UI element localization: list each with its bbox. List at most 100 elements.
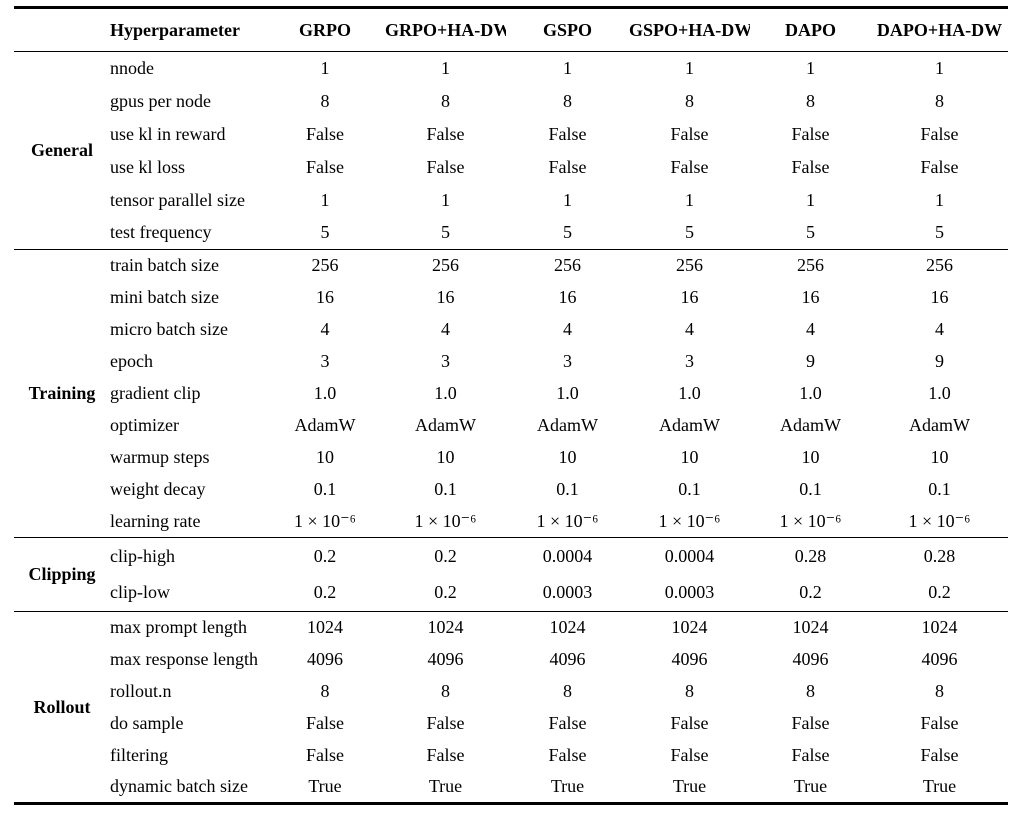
param-value: 10	[930, 447, 949, 467]
param-value: False	[426, 156, 465, 177]
param-value: 1	[441, 57, 450, 78]
param-value: 1.0	[799, 383, 822, 403]
param-value: 3	[685, 351, 694, 371]
param-label: use kl loss	[110, 156, 186, 177]
param-value: True	[428, 776, 463, 797]
param-value: 4	[806, 319, 815, 339]
param-row: do sample False False False False False …	[14, 708, 1008, 740]
param-value: 1024	[265, 611, 385, 644]
param-value: 0.2	[265, 537, 385, 575]
param-value: False	[670, 123, 709, 144]
param-value: AdamW	[537, 415, 598, 435]
param-row: epoch 3 3 3 3 9 9	[14, 346, 1008, 378]
param-value: 1024	[871, 611, 1008, 644]
param-label: epoch	[110, 351, 153, 371]
param-label: dynamic batch size	[110, 776, 248, 797]
col-header-gspo-ha-dw: GSPO+HA-DW	[629, 7, 750, 52]
param-value: 256	[871, 249, 1008, 282]
param-value: 0.1	[799, 479, 822, 499]
param-value: 10	[316, 447, 334, 467]
param-value: 256	[506, 249, 629, 282]
param-value: False	[791, 156, 830, 177]
param-label: rollout.n	[110, 681, 172, 701]
param-value: 1024	[506, 611, 629, 644]
param-value: 1.0	[928, 383, 951, 403]
param-value: 4096	[792, 649, 829, 669]
param-value: False	[670, 156, 709, 177]
table-header-row: Hyperparameter GRPO GRPO+HA-DW GSPO GSPO…	[14, 7, 1008, 52]
param-value: 16	[680, 287, 699, 307]
param-value: 0.2	[799, 582, 822, 603]
param-value: 8	[320, 681, 330, 701]
param-value: False	[791, 745, 830, 765]
param-row: weight decay 0.1 0.1 0.1 0.1 0.1 0.1	[14, 474, 1008, 506]
param-value: False	[920, 123, 959, 144]
param-value: 0.28	[871, 537, 1008, 575]
param-label: use kl in reward	[110, 123, 226, 144]
param-value: 0.2	[928, 582, 951, 603]
param-value: 0.1	[678, 479, 701, 499]
param-value: 4096	[549, 649, 586, 669]
param-value: 256	[385, 249, 506, 282]
param-value: 0.0003	[542, 582, 593, 603]
param-value: 1	[935, 57, 944, 78]
param-label: gpus per node	[110, 90, 211, 111]
param-value: 10	[680, 447, 699, 467]
param-value: 1.0	[556, 383, 579, 403]
param-row: clip-low 0.2 0.2 0.0003 0.0003 0.2 0.2	[14, 575, 1008, 612]
param-row: Rollout max prompt length 1024 1024 1024…	[14, 611, 1008, 804]
param-value: False	[920, 745, 959, 765]
param-row: optimizer AdamW AdamW AdamW AdamW AdamW …	[14, 410, 1008, 442]
param-value: 16	[930, 287, 949, 307]
param-value: 8	[320, 90, 330, 111]
param-value: 0.1	[928, 479, 951, 499]
param-value: 256	[750, 249, 871, 282]
param-row: mini batch size 16 16 16 16 16 16	[14, 282, 1008, 314]
param-label: filtering	[110, 745, 168, 765]
param-value: 0.0004	[629, 537, 750, 575]
param-value: 4096	[427, 649, 464, 669]
param-label: optimizer	[110, 415, 179, 435]
col-header-dapo: DAPO	[750, 7, 871, 52]
col-header-gspo: GSPO	[506, 7, 629, 52]
param-value: 256	[629, 249, 750, 282]
param-value: AdamW	[659, 415, 720, 435]
param-value: 3	[441, 351, 450, 371]
param-value: 4096	[671, 649, 708, 669]
param-row: micro batch size 4 4 4 4 4 4	[14, 314, 1008, 346]
param-row: gpus per node 8 8 8 8 8 8	[14, 85, 1008, 118]
group-label-training: Training	[14, 249, 110, 538]
param-value: False	[306, 123, 344, 144]
param-value: 10	[436, 447, 455, 467]
param-value: False	[306, 713, 344, 733]
param-value: 0.1	[434, 479, 457, 499]
param-label: train batch size	[110, 249, 265, 282]
param-value: 3	[320, 351, 330, 371]
param-value: 1	[441, 189, 450, 210]
hyperparameter-table: Hyperparameter GRPO GRPO+HA-DW GSPO GSPO…	[14, 6, 1008, 805]
param-value: 8	[563, 90, 572, 111]
param-value: 4	[935, 319, 944, 339]
param-value: 4	[685, 319, 694, 339]
param-value: 0.2	[385, 537, 506, 575]
param-row: use kl in reward False False False False…	[14, 118, 1008, 151]
param-value: 1024	[629, 611, 750, 644]
param-value: 1	[806, 57, 815, 78]
col-header-hyperparameter: Hyperparameter	[110, 7, 265, 52]
param-value: 0.1	[556, 479, 579, 499]
param-value: True	[793, 776, 828, 797]
col-header-grpo: GRPO	[265, 7, 385, 52]
param-row: use kl loss False False False False Fals…	[14, 151, 1008, 184]
param-value: AdamW	[780, 415, 841, 435]
param-label: learning rate	[110, 510, 201, 531]
param-value: 1 × 10⁻⁶	[414, 510, 477, 531]
param-value: 8	[935, 90, 944, 111]
param-row: Training train batch size 256 256 256 25…	[14, 249, 1008, 538]
param-label: clip-high	[110, 537, 265, 575]
param-value: 1	[563, 189, 572, 210]
param-value: AdamW	[909, 415, 970, 435]
param-value: 8	[441, 90, 450, 111]
param-value: 1	[935, 189, 944, 210]
group-label-rollout: Rollout	[14, 611, 110, 804]
param-label: clip-low	[110, 582, 170, 603]
